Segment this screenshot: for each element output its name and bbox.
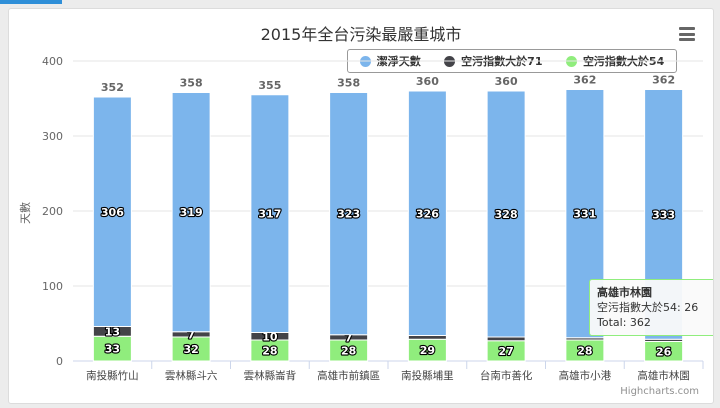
data-label: 317 bbox=[258, 208, 281, 221]
y-tick-label: 200 bbox=[42, 205, 63, 218]
data-label: 27 bbox=[498, 345, 513, 358]
total-label: 360 bbox=[495, 75, 518, 88]
data-label: 331 bbox=[573, 208, 596, 221]
bar-segment[interactable] bbox=[171, 92, 211, 333]
total-label: 362 bbox=[652, 74, 675, 87]
x-tick-label: 南投縣竹山 bbox=[86, 369, 139, 382]
credits-link[interactable]: Highcharts.com bbox=[620, 386, 699, 397]
total-label: 360 bbox=[416, 75, 439, 88]
data-label: 323 bbox=[337, 208, 360, 221]
chart-tooltip: 高雄市林園 空污指數大於54: 26 Total: 362 bbox=[589, 279, 713, 336]
total-label: 352 bbox=[101, 81, 124, 94]
data-label: 28 bbox=[577, 345, 592, 358]
data-label: 28 bbox=[262, 345, 277, 358]
total-label: 355 bbox=[258, 79, 281, 92]
data-label: 33 bbox=[105, 343, 120, 356]
x-tick-label: 南投縣埔里 bbox=[401, 369, 454, 382]
y-tick-label: 300 bbox=[42, 130, 63, 143]
tooltip-value: 空污指數大於54: 26 bbox=[597, 301, 699, 314]
y-tick-label: 100 bbox=[42, 280, 63, 293]
bar-segment[interactable] bbox=[486, 90, 526, 338]
data-label: 319 bbox=[180, 206, 203, 219]
bar-segment[interactable] bbox=[92, 335, 132, 362]
total-label: 362 bbox=[573, 74, 596, 87]
total-label: 358 bbox=[337, 77, 360, 90]
bar-segment[interactable] bbox=[171, 336, 211, 362]
data-label: 328 bbox=[495, 208, 518, 221]
top-tab-accent bbox=[0, 0, 62, 4]
y-tick-label: 400 bbox=[42, 55, 63, 68]
x-tick-label: 高雄市前鎮區 bbox=[317, 369, 380, 382]
total-label: 358 bbox=[180, 77, 203, 90]
bar-segment[interactable] bbox=[407, 335, 447, 340]
x-tick-label: 高雄市小港 bbox=[559, 369, 612, 382]
plot-area: 天數 0 100 200 300 400 南投縣竹山 33 13 306 352 雲林縣斗六 32 7 3… bbox=[19, 55, 704, 382]
chart-title: 2015年全台污染最嚴重城市 bbox=[260, 25, 462, 44]
data-label: 32 bbox=[183, 343, 198, 356]
chart-menu-icon[interactable] bbox=[679, 27, 695, 41]
data-label: 28 bbox=[341, 345, 356, 358]
data-label: 306 bbox=[101, 206, 124, 219]
y-axis-label: 天數 bbox=[19, 202, 32, 224]
data-label: 7 bbox=[187, 328, 195, 341]
tooltip-title: 高雄市林園 bbox=[597, 286, 652, 299]
tooltip-total: Total: 362 bbox=[597, 316, 651, 329]
x-tick-label: 雲林縣崙背 bbox=[244, 369, 297, 382]
bar-segment[interactable] bbox=[486, 336, 526, 342]
data-label: 26 bbox=[656, 345, 672, 358]
data-label: 7 bbox=[345, 331, 353, 344]
data-label: 29 bbox=[420, 344, 435, 357]
bar-segment[interactable] bbox=[92, 96, 132, 327]
x-tick-label: 台南市善化 bbox=[480, 369, 533, 382]
y-tick-label: 0 bbox=[56, 355, 63, 368]
data-label: 326 bbox=[416, 207, 439, 220]
bar-segment[interactable] bbox=[407, 90, 447, 336]
bar-segment[interactable] bbox=[250, 94, 290, 333]
data-label: 333 bbox=[652, 208, 675, 221]
bar-segment[interactable] bbox=[329, 92, 369, 336]
data-label: 13 bbox=[105, 325, 120, 338]
x-tick-label: 雲林縣斗六 bbox=[165, 369, 218, 382]
chart-container: 2015年全台污染最嚴重城市 潔淨天數 空污指數大於71 空污指數大於54 天數… bbox=[8, 8, 714, 404]
x-tick-label: 高雄市林園 bbox=[637, 369, 690, 382]
